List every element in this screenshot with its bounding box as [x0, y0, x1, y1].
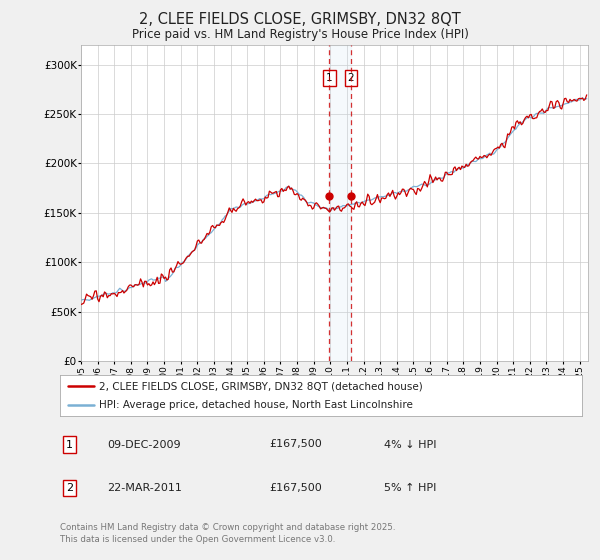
Text: 5% ↑ HPI: 5% ↑ HPI [383, 483, 436, 493]
Text: 1: 1 [66, 440, 73, 450]
Text: Contains HM Land Registry data © Crown copyright and database right 2025.
This d: Contains HM Land Registry data © Crown c… [60, 522, 395, 544]
Text: 09-DEC-2009: 09-DEC-2009 [107, 440, 181, 450]
Text: 2, CLEE FIELDS CLOSE, GRIMSBY, DN32 8QT: 2, CLEE FIELDS CLOSE, GRIMSBY, DN32 8QT [139, 12, 461, 27]
Text: HPI: Average price, detached house, North East Lincolnshire: HPI: Average price, detached house, Nort… [99, 400, 413, 409]
Bar [329, 45, 351, 361]
Text: 1: 1 [326, 73, 332, 83]
Text: 4% ↓ HPI: 4% ↓ HPI [383, 440, 436, 450]
Text: Price paid vs. HM Land Registry's House Price Index (HPI): Price paid vs. HM Land Registry's House … [131, 28, 469, 41]
Text: 2: 2 [66, 483, 73, 493]
Text: £167,500: £167,500 [269, 483, 322, 493]
Text: 22-MAR-2011: 22-MAR-2011 [107, 483, 182, 493]
Text: 2, CLEE FIELDS CLOSE, GRIMSBY, DN32 8QT (detached house): 2, CLEE FIELDS CLOSE, GRIMSBY, DN32 8QT … [99, 381, 423, 391]
Text: £167,500: £167,500 [269, 440, 322, 450]
Text: 2: 2 [347, 73, 354, 83]
